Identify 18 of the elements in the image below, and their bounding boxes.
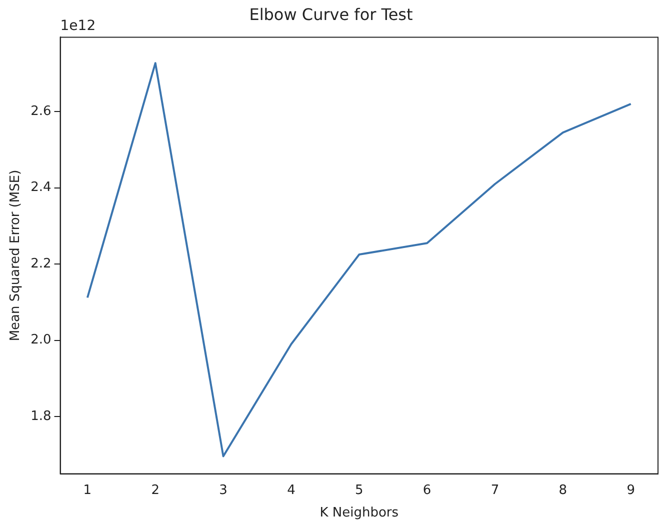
text: 1e12 <box>60 18 96 34</box>
y-tick-label: 2.6 <box>30 104 52 119</box>
x-tick-label: 5 <box>354 482 364 498</box>
x-tick-label: 8 <box>558 482 568 498</box>
y-tick-label: 1.8 <box>30 408 52 424</box>
x-tick-label: 2 <box>151 482 160 498</box>
y-tick-label: 2.0 <box>30 332 52 348</box>
x-axis-title: K Neighbors <box>320 506 399 521</box>
x-tick-label: 9 <box>626 482 635 498</box>
chart-title: Elbow Curve for Test <box>249 4 413 24</box>
x-tick-label: 3 <box>219 482 228 498</box>
x-tick-label: 7 <box>490 482 500 498</box>
x-tick-label: 1 <box>83 482 92 498</box>
x-tick-label: 4 <box>287 482 296 498</box>
x-tick-label: 6 <box>422 482 432 498</box>
y-tick-label: 2.4 <box>30 180 52 196</box>
y-axis-title: Mean Squared Error (MSE) <box>8 170 24 342</box>
y-tick-label: 2.2 <box>30 256 52 272</box>
